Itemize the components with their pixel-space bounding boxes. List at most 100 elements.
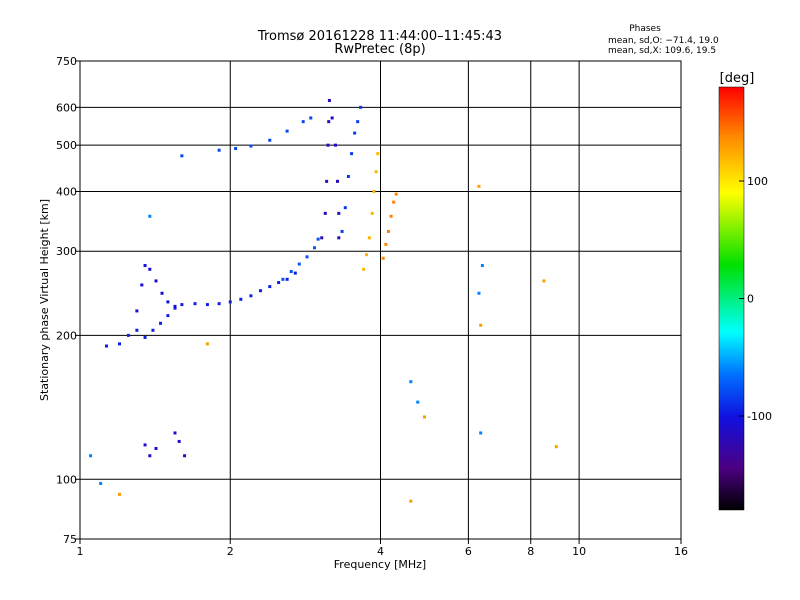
- x-tick-label: 16: [674, 545, 688, 558]
- echo-point: [479, 323, 483, 327]
- echo-point: [346, 174, 350, 178]
- echo-point: [325, 179, 329, 183]
- echo-point: [376, 152, 380, 156]
- echo-point: [205, 303, 209, 307]
- chart-subtitle: RwPretec (8p): [334, 42, 425, 57]
- echo-point: [173, 306, 177, 310]
- y-tick-label: 600: [56, 101, 77, 114]
- echo-point: [249, 294, 253, 298]
- x-tick-label: 1: [77, 545, 84, 558]
- echo-point: [305, 255, 309, 259]
- echo-point: [268, 138, 272, 142]
- echo-point: [166, 300, 170, 304]
- echo-point: [228, 300, 232, 304]
- echo-point: [293, 271, 297, 275]
- echo-point: [297, 262, 301, 266]
- echo-point: [180, 303, 184, 307]
- echo-point: [148, 267, 152, 271]
- echo-point: [422, 415, 426, 419]
- y-axis-label: Stationary phase Virtual Height [km]: [38, 199, 51, 401]
- echo-point: [281, 277, 285, 281]
- echo-point: [104, 344, 108, 348]
- echo-point: [327, 99, 331, 103]
- echo-point: [359, 105, 363, 109]
- echo-point: [99, 481, 103, 485]
- echo-point: [154, 279, 158, 283]
- echo-point: [159, 321, 163, 325]
- echo-point: [289, 270, 293, 274]
- echo-point: [148, 454, 152, 458]
- echo-point: [173, 304, 177, 308]
- echo-point: [323, 211, 327, 215]
- echo-point: [330, 116, 334, 120]
- echo-point: [381, 256, 385, 260]
- echo-point: [151, 328, 155, 332]
- echo-point: [389, 214, 393, 218]
- echo-point: [416, 400, 420, 404]
- x-axis-label: Frequency [MHz]: [334, 558, 426, 571]
- echo-point: [301, 120, 305, 124]
- colorbar: [deg] 100 0 -100: [718, 71, 772, 511]
- y-axis-ticks: 75 100 200 300 400 500 600 750: [56, 55, 80, 546]
- y-tick-label: 500: [56, 139, 77, 152]
- echo-point: [239, 297, 243, 301]
- echo-point: [340, 229, 344, 233]
- echo-point: [326, 143, 330, 147]
- echo-point: [143, 335, 147, 339]
- echo-point: [477, 291, 481, 295]
- colorbar-ticks: 100 0 -100: [739, 175, 772, 423]
- phase-info-x: mean, sd,X: 109.6, 19.5: [608, 46, 716, 56]
- echo-point: [367, 236, 371, 240]
- echo-point: [118, 492, 122, 496]
- echo-point: [337, 236, 341, 240]
- echo-point: [333, 143, 337, 147]
- echo-point: [140, 283, 144, 287]
- echo-point: [177, 439, 181, 443]
- echo-point: [205, 342, 209, 346]
- echo-point: [217, 302, 221, 306]
- echo-point: [409, 380, 413, 384]
- echo-point: [337, 211, 341, 215]
- echo-point: [309, 116, 313, 120]
- echo-point: [160, 291, 164, 295]
- echo-point: [384, 242, 388, 246]
- echo-point: [148, 214, 152, 218]
- y-tick-label: 200: [56, 329, 77, 342]
- x-tick-label: 2: [227, 545, 234, 558]
- echo-point: [394, 192, 398, 196]
- colorbar-gradient: [718, 86, 745, 511]
- echo-point: [89, 454, 93, 458]
- phase-info-heading: Phases: [629, 24, 661, 34]
- x-tick-label: 8: [527, 545, 534, 558]
- x-tick-label: 10: [572, 545, 586, 558]
- x-tick-label: 4: [377, 545, 384, 558]
- echo-point: [392, 200, 396, 204]
- echo-point: [350, 152, 354, 156]
- x-tick-label: 6: [465, 545, 472, 558]
- grid-layer: [80, 61, 681, 539]
- echo-point: [143, 264, 147, 268]
- echo-point: [143, 443, 147, 447]
- echo-point: [372, 189, 376, 193]
- colorbar-tick-label: 0: [747, 293, 754, 306]
- echo-point: [480, 264, 484, 268]
- echo-point: [268, 285, 272, 289]
- echo-point: [193, 302, 197, 306]
- echo-point: [316, 237, 320, 241]
- echo-point: [374, 170, 378, 174]
- echo-point: [409, 499, 413, 503]
- echo-point: [135, 309, 139, 313]
- echo-point: [285, 129, 289, 133]
- echo-point: [154, 446, 158, 450]
- y-tick-label: 100: [56, 473, 77, 486]
- echo-point: [234, 147, 238, 151]
- echo-point: [249, 144, 253, 148]
- echo-point: [259, 289, 263, 293]
- y-tick-label: 400: [56, 185, 77, 198]
- y-tick-label: 750: [56, 55, 77, 68]
- echo-point: [370, 211, 374, 215]
- echo-point: [554, 445, 558, 449]
- echo-point: [166, 314, 170, 318]
- echo-point: [135, 328, 139, 332]
